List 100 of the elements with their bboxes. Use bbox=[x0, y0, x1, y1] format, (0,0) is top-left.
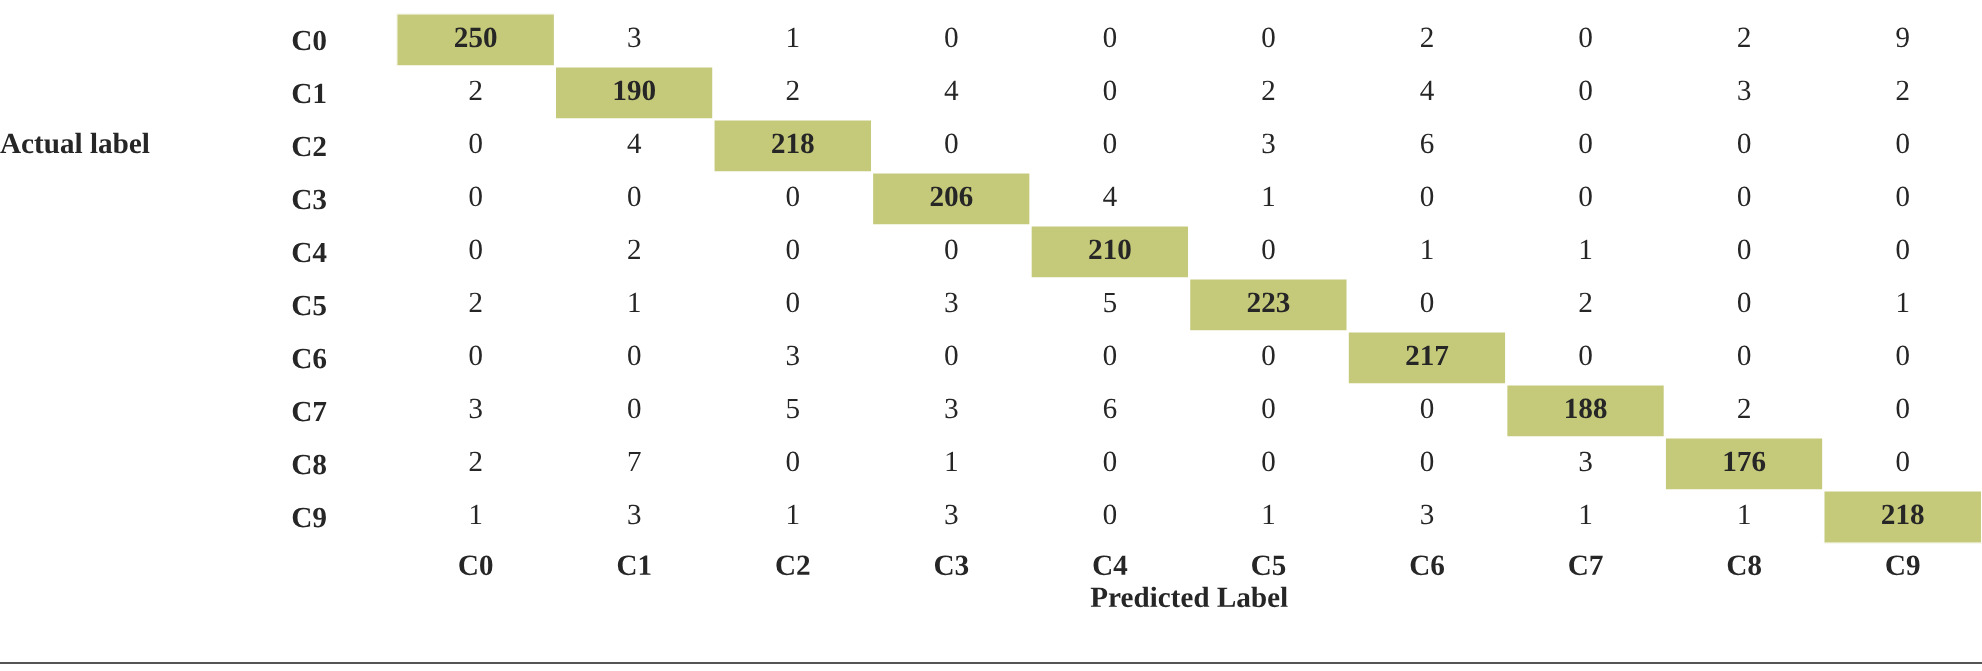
data-label: 1 bbox=[629, 292, 640, 312]
data-label: 3 bbox=[945, 504, 958, 525]
data-label: 0 bbox=[1896, 398, 1909, 419]
data-label: 1 bbox=[1263, 186, 1275, 206]
data-label: 0 bbox=[786, 292, 799, 313]
data-label: 2 bbox=[1421, 27, 1433, 47]
data-label: 0 bbox=[469, 186, 482, 207]
data-label: 0 bbox=[1737, 345, 1751, 366]
data-label: 210 bbox=[1089, 239, 1131, 260]
y-tick-label: C6 bbox=[292, 348, 327, 369]
data-label: 0 bbox=[945, 133, 958, 154]
data-label: 1 bbox=[946, 451, 957, 472]
x-tick-label: C1 bbox=[617, 555, 651, 576]
data-label: 3 bbox=[628, 504, 641, 525]
data-label: 3 bbox=[1262, 133, 1275, 154]
data-label: 0 bbox=[1896, 345, 1909, 366]
data-label: 0 bbox=[786, 186, 799, 207]
x-tick-label: C4 bbox=[1093, 555, 1128, 576]
data-label: 2 bbox=[1738, 27, 1750, 47]
data-label: 0 bbox=[1896, 133, 1909, 154]
data-label: 2 bbox=[1738, 398, 1750, 418]
data-label: 3 bbox=[1738, 80, 1751, 101]
data-label: 1 bbox=[470, 504, 482, 525]
x-tick-label: C8 bbox=[1727, 555, 1762, 576]
data-label: 250 bbox=[455, 27, 497, 48]
data-label: 0 bbox=[1262, 239, 1275, 260]
y-axis-title: Actual label bbox=[0, 132, 150, 154]
data-label: 1 bbox=[1739, 504, 1750, 525]
data-label: 218 bbox=[1882, 504, 1924, 525]
data-label: 1 bbox=[1897, 292, 1909, 312]
data-label: 0 bbox=[1896, 186, 1909, 207]
data-label: 0 bbox=[1420, 451, 1434, 472]
data-label: 2 bbox=[786, 80, 799, 100]
data-label: 0 bbox=[469, 345, 482, 366]
data-label: 0 bbox=[469, 239, 482, 260]
data-label: 3 bbox=[945, 292, 958, 313]
data-label: 2 bbox=[628, 239, 640, 259]
data-label: 6 bbox=[1103, 398, 1117, 419]
y-tick-label: C3 bbox=[292, 189, 326, 210]
data-label: 7 bbox=[628, 451, 641, 472]
data-label: 1 bbox=[1422, 239, 1433, 259]
y-tick-label: C0 bbox=[292, 30, 326, 51]
y-tick-label: C4 bbox=[292, 242, 327, 263]
x-tick-label: C9 bbox=[1886, 555, 1920, 576]
data-label: 1 bbox=[1263, 504, 1275, 525]
data-label: 0 bbox=[628, 186, 641, 207]
data-label: 2 bbox=[1579, 292, 1592, 312]
data-label: 0 bbox=[1103, 451, 1117, 472]
data-label: 0 bbox=[1420, 398, 1434, 419]
x-tick-label: C2 bbox=[776, 555, 810, 576]
data-label: 0 bbox=[1103, 133, 1117, 154]
data-label: 0 bbox=[1103, 504, 1117, 525]
data-label: 0 bbox=[1262, 345, 1275, 366]
data-label: 0 bbox=[1579, 186, 1592, 207]
data-label: 4 bbox=[1420, 80, 1434, 100]
data-label: 2 bbox=[469, 451, 482, 472]
data-label: 217 bbox=[1406, 345, 1449, 365]
data-label: 4 bbox=[944, 80, 959, 100]
data-label: 0 bbox=[1420, 292, 1434, 313]
data-label: 2 bbox=[1262, 80, 1275, 100]
data-label: 0 bbox=[945, 27, 958, 48]
data-label: 0 bbox=[1896, 451, 1909, 472]
data-label: 0 bbox=[1737, 239, 1751, 260]
data-label: 2 bbox=[469, 292, 482, 312]
x-tick-label: C5 bbox=[1252, 555, 1286, 576]
x-tick-label: C0 bbox=[459, 555, 493, 576]
data-label: 190 bbox=[614, 80, 655, 101]
y-tick-label: C8 bbox=[292, 454, 326, 475]
data-label: 0 bbox=[1737, 133, 1751, 154]
x-tick-label: C3 bbox=[934, 555, 969, 576]
data-label: 0 bbox=[786, 239, 799, 260]
data-label: 0 bbox=[786, 451, 799, 472]
data-label: 0 bbox=[628, 345, 641, 366]
data-label: 0 bbox=[945, 345, 958, 366]
data-label: 3 bbox=[1421, 504, 1434, 525]
data-label: 3 bbox=[469, 398, 482, 419]
data-label: 0 bbox=[1103, 345, 1117, 366]
data-label: 0 bbox=[1103, 80, 1117, 101]
data-label: 0 bbox=[1896, 239, 1909, 260]
data-label: 218 bbox=[772, 133, 814, 154]
data-label: 0 bbox=[1737, 186, 1751, 207]
data-label: 1 bbox=[788, 27, 799, 47]
y-tick-label: C1 bbox=[292, 83, 326, 104]
data-label: 3 bbox=[628, 27, 641, 48]
data-label: 206 bbox=[930, 186, 973, 207]
data-label: 5 bbox=[1104, 292, 1117, 313]
y-tick-label: C9 bbox=[292, 507, 326, 528]
data-label: 0 bbox=[1737, 292, 1751, 313]
data-label: 4 bbox=[1103, 186, 1117, 206]
y-tick-label: C7 bbox=[292, 401, 327, 422]
data-label: 0 bbox=[1262, 27, 1275, 48]
data-label: 176 bbox=[1724, 451, 1766, 472]
data-label: 0 bbox=[1579, 80, 1592, 101]
data-label: 4 bbox=[627, 133, 642, 153]
y-tick-label: C2 bbox=[292, 136, 326, 157]
data-label: 188 bbox=[1566, 398, 1607, 419]
data-label: 0 bbox=[628, 398, 641, 419]
data-label: 0 bbox=[1579, 27, 1592, 48]
x-tick-label: C6 bbox=[1410, 555, 1445, 576]
data-label: 0 bbox=[945, 239, 958, 260]
